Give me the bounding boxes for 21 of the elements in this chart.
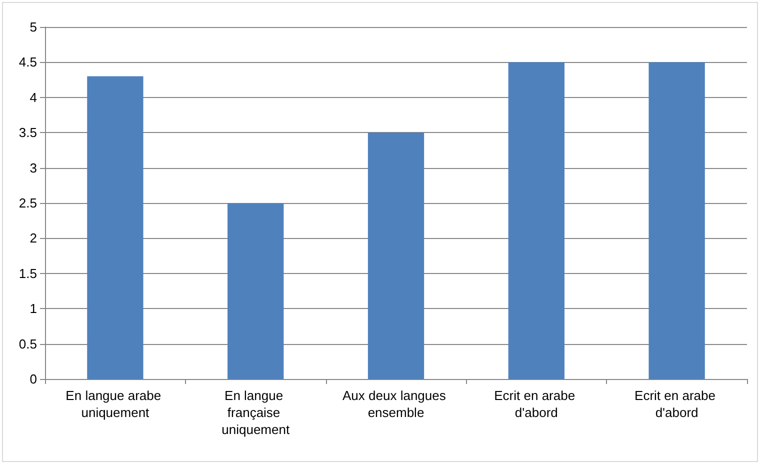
y-tick-label: 0.5 <box>18 336 37 352</box>
y-tick-label: 2 <box>30 230 37 246</box>
bar <box>368 132 424 379</box>
x-tick-label: Ecrit en arabe d'abord <box>634 388 720 420</box>
y-tick-label: 3.5 <box>18 125 37 140</box>
x-tick-label: Aux deux langues ensemble <box>342 388 450 420</box>
y-tick-label: 3 <box>30 160 37 176</box>
bar <box>87 76 144 379</box>
y-tick-label: 2.5 <box>18 196 37 210</box>
y-tick-label: 1.5 <box>18 266 37 281</box>
bar <box>648 62 705 379</box>
x-tick-label: En langue arabe uniquement <box>66 388 165 420</box>
x-tick-label: Ecrit en arabe d'abord <box>494 388 579 420</box>
bar <box>508 62 564 379</box>
bar <box>228 203 284 379</box>
y-tick-label: 4 <box>30 90 37 105</box>
y-tick-label: 4.5 <box>18 54 37 70</box>
y-tick-label: 1 <box>30 301 37 316</box>
y-tick-label: 5 <box>30 20 37 34</box>
y-tick-label: 0 <box>30 372 37 386</box>
x-tick-label: En langue française uniquement <box>222 388 290 437</box>
